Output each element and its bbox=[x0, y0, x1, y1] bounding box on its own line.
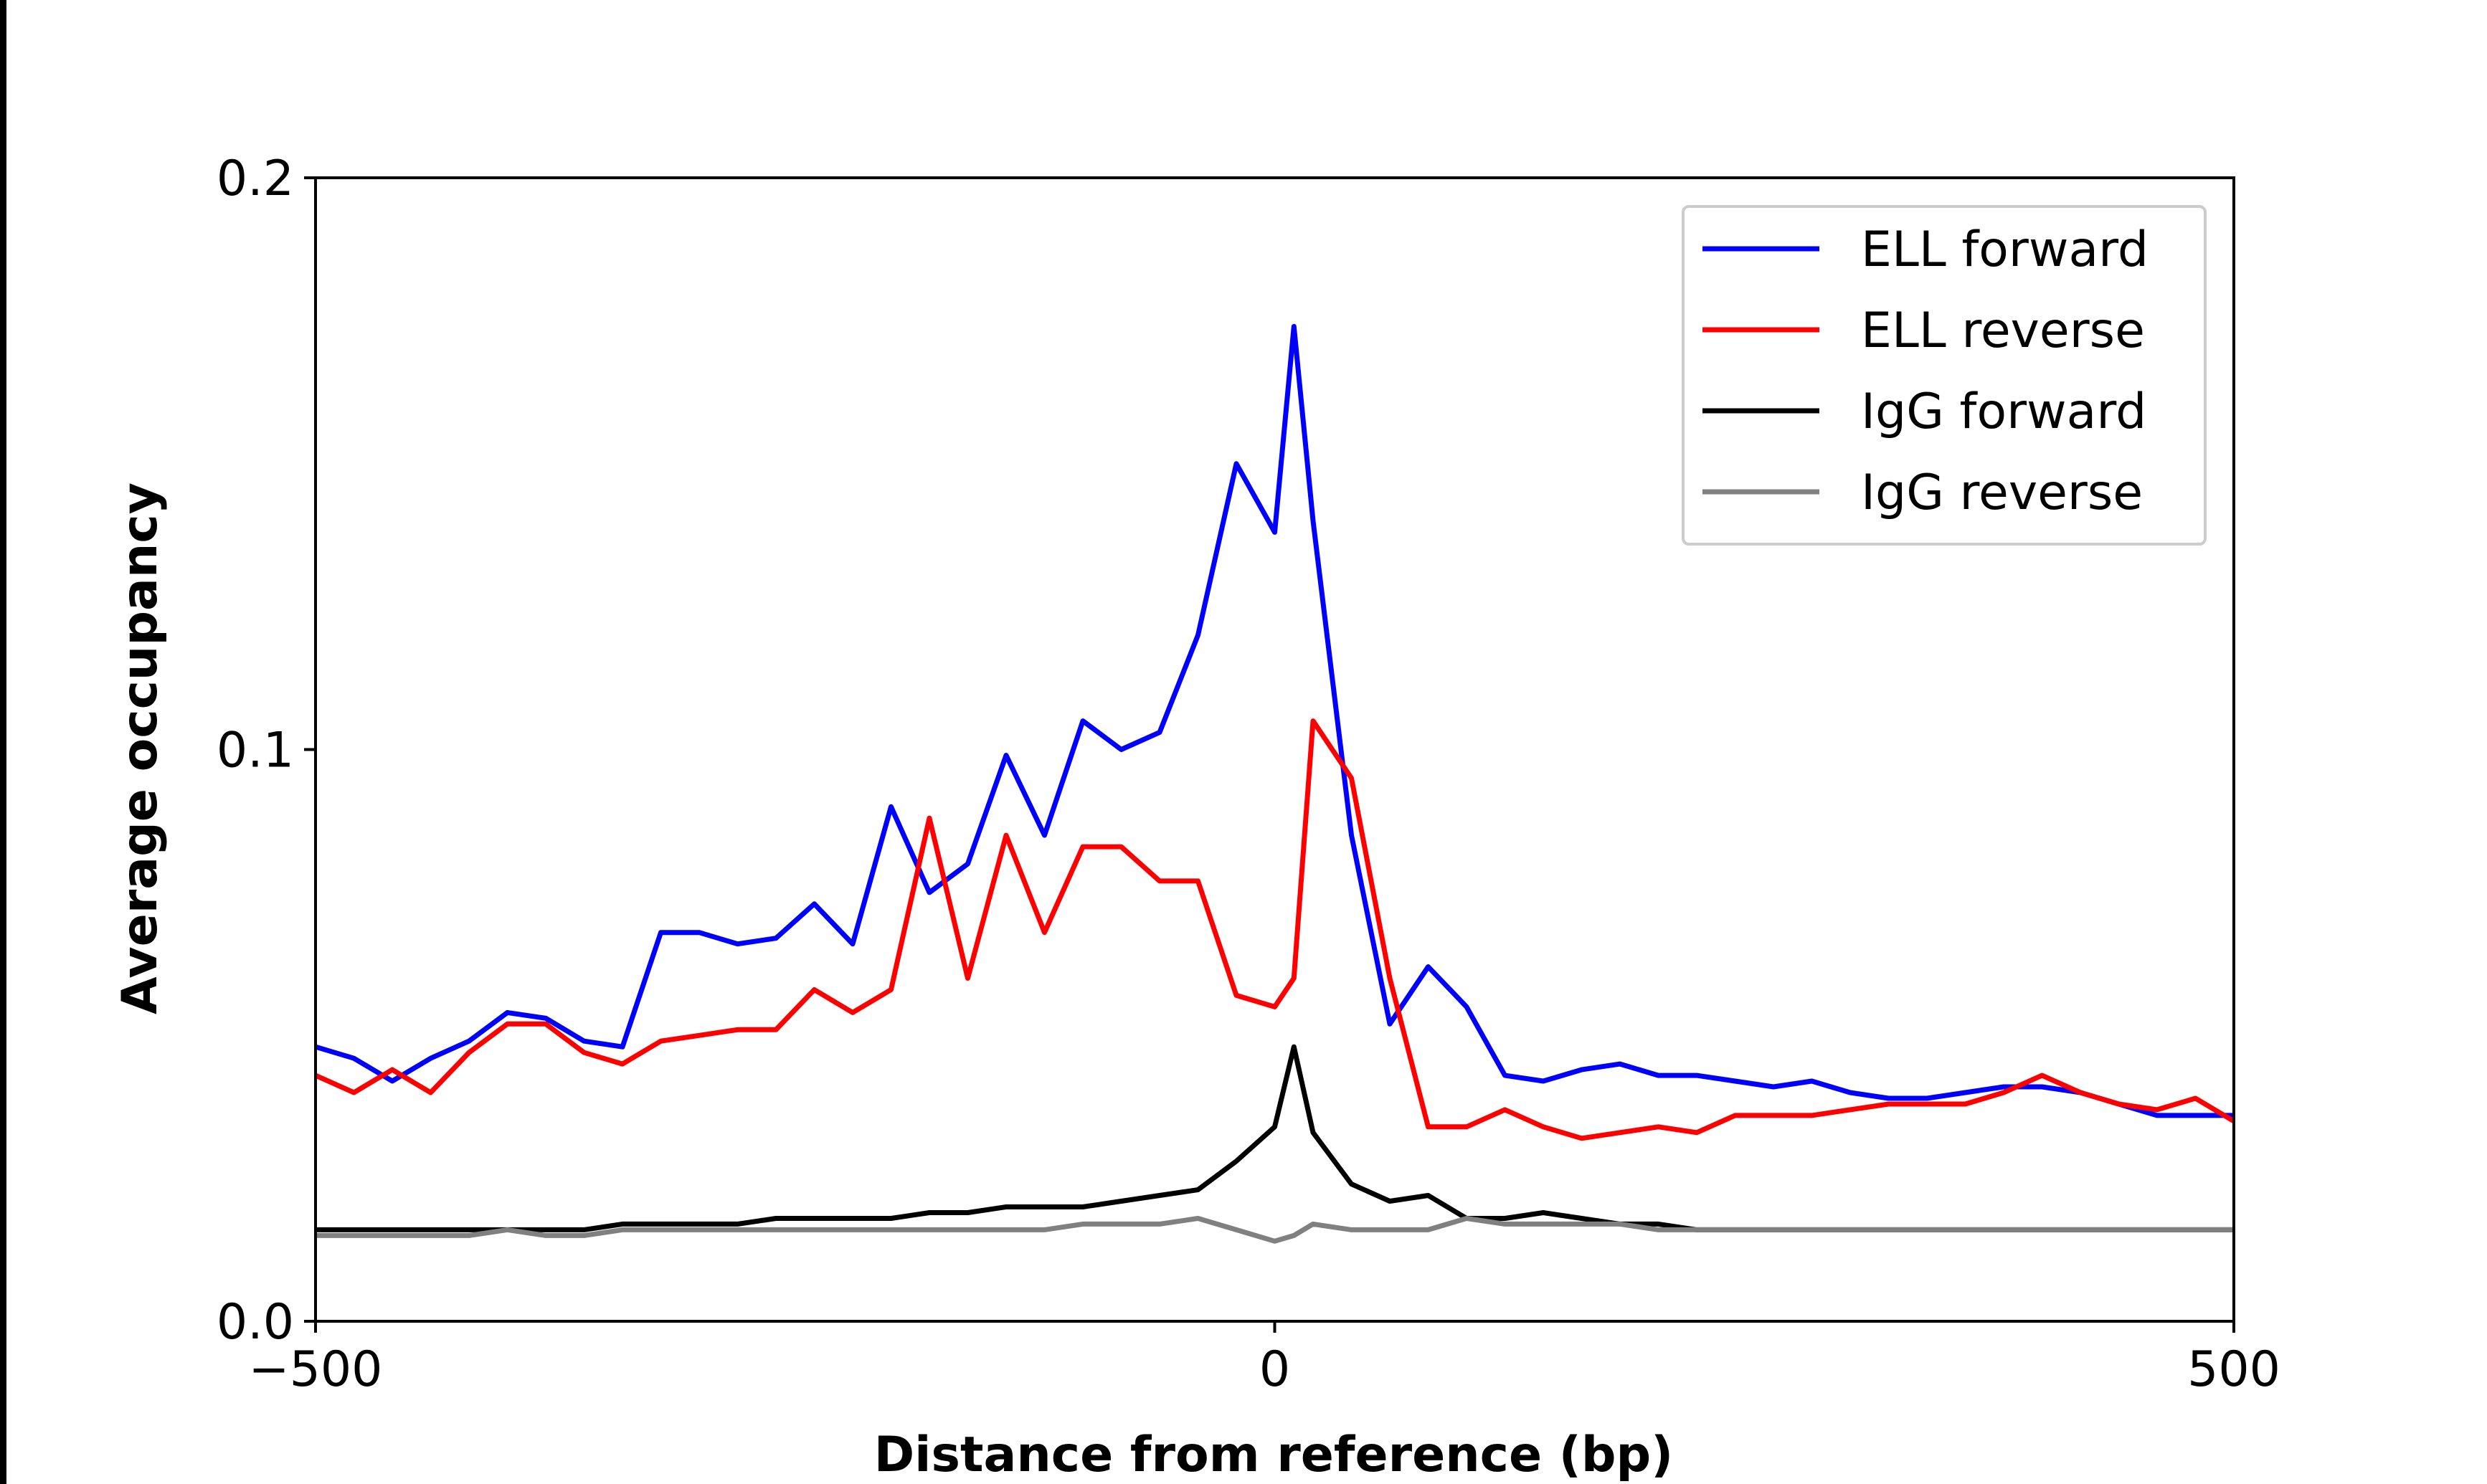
series-line bbox=[316, 1044, 2234, 1232]
left-edge bbox=[0, 0, 6, 1484]
legend-label: ELL reverse bbox=[1861, 303, 2145, 359]
y-axis-label: Average occupancy bbox=[112, 482, 169, 1014]
legend-label: IgG reverse bbox=[1861, 465, 2143, 521]
y-tick-label: 0.0 bbox=[217, 1294, 294, 1351]
y-tick-label: 0.2 bbox=[217, 151, 294, 207]
legend-label: IgG forward bbox=[1861, 384, 2146, 440]
series-line bbox=[314, 718, 2235, 1141]
plot-frame bbox=[314, 176, 2235, 1323]
x-axis-label: Distance from reference (bp) bbox=[874, 1427, 1674, 1483]
series-line bbox=[316, 1216, 2234, 1244]
legend-box bbox=[1682, 205, 2207, 546]
series-line bbox=[314, 323, 2234, 1118]
legend-label: ELL forward bbox=[1861, 222, 2149, 278]
x-tick-label: 500 bbox=[2187, 1341, 2280, 1398]
x-tick-label: −500 bbox=[249, 1341, 383, 1398]
y-tick-label: 0.1 bbox=[217, 723, 294, 779]
x-tick-label: 0 bbox=[1259, 1341, 1290, 1398]
